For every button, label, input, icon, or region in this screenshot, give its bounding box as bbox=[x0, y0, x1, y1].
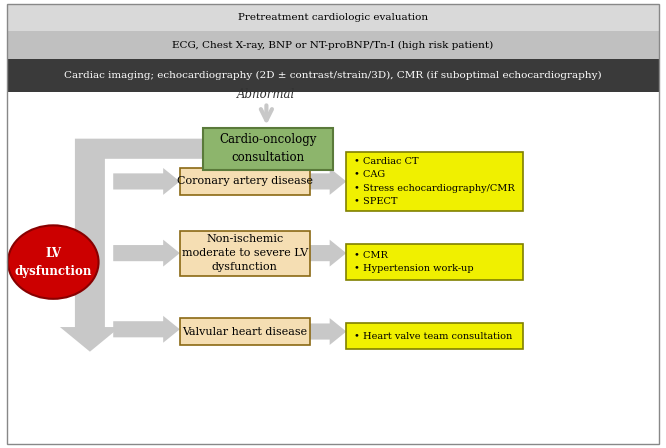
Text: • Cardiac CT
• CAG
• Stress echocardiography/CMR
• SPECT: • Cardiac CT • CAG • Stress echocardiogr… bbox=[354, 157, 515, 206]
Bar bbox=[7, 59, 659, 92]
Text: Non-ischemic
moderate to severe LV
dysfunction: Non-ischemic moderate to severe LV dysfu… bbox=[182, 234, 308, 272]
Text: Coronary artery disease: Coronary artery disease bbox=[176, 177, 313, 186]
Text: LV
dysfunction: LV dysfunction bbox=[15, 246, 92, 278]
Polygon shape bbox=[113, 240, 180, 267]
Bar bbox=[180, 318, 310, 345]
Polygon shape bbox=[310, 168, 346, 195]
Bar bbox=[7, 4, 659, 31]
Bar bbox=[203, 128, 333, 170]
Text: Abnormal: Abnormal bbox=[237, 88, 296, 101]
Text: Cardio-oncology
consultation: Cardio-oncology consultation bbox=[219, 134, 317, 164]
Bar bbox=[180, 168, 310, 195]
Polygon shape bbox=[310, 240, 346, 267]
Bar bbox=[180, 231, 310, 276]
Text: Cardiac imaging; echocardiography (2D ± contrast/strain/3D), CMR (if suboptimal : Cardiac imaging; echocardiography (2D ± … bbox=[64, 71, 602, 80]
Text: Valvular heart disease: Valvular heart disease bbox=[182, 327, 307, 336]
Text: • CMR
• Hypertension work-up: • CMR • Hypertension work-up bbox=[354, 251, 474, 273]
Text: ECG, Chest X-ray, BNP or NT-proBNP/Tn-I (high risk patient): ECG, Chest X-ray, BNP or NT-proBNP/Tn-I … bbox=[172, 41, 494, 50]
Bar bbox=[346, 244, 523, 280]
Bar bbox=[7, 31, 659, 59]
Polygon shape bbox=[113, 168, 180, 195]
Polygon shape bbox=[113, 316, 180, 343]
Bar bbox=[346, 152, 523, 211]
Bar bbox=[346, 323, 523, 349]
Text: • Heart valve team consultation: • Heart valve team consultation bbox=[354, 332, 513, 340]
Polygon shape bbox=[310, 318, 346, 345]
Text: Pretreatment cardiologic evaluation: Pretreatment cardiologic evaluation bbox=[238, 13, 428, 22]
Polygon shape bbox=[60, 138, 203, 352]
Ellipse shape bbox=[8, 225, 99, 299]
